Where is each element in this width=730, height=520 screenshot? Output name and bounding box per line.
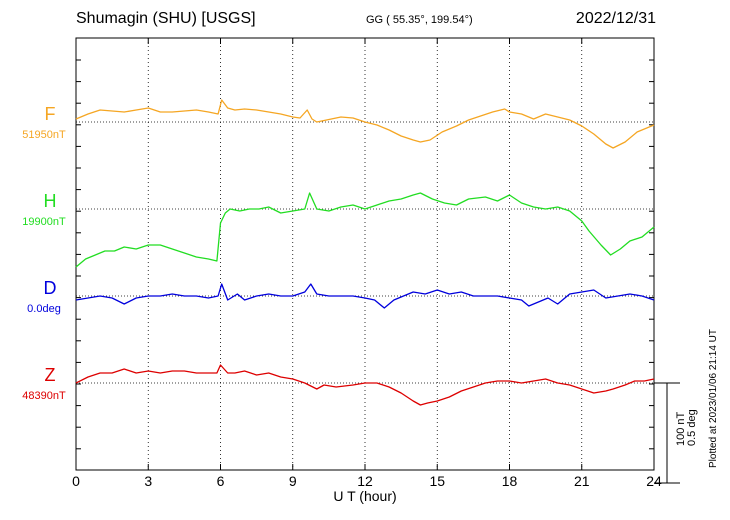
x-tick-label: 0 [72, 473, 80, 489]
x-tick-label: 9 [289, 473, 297, 489]
series-line-D [75, 283, 655, 309]
date-label: 2022/12/31 [575, 10, 656, 27]
channel-name-F: F [45, 104, 56, 124]
channel-baseline-F: 51950nT [22, 129, 66, 141]
scale-label-deg: 0.5 deg [686, 409, 698, 446]
plotted-note: Plotted at 2023/01/06 21:14 UT [708, 329, 719, 468]
channel-baseline-H: 19900nT [22, 216, 66, 228]
x-tick-label: 15 [429, 473, 445, 489]
channel-name-D: D [44, 278, 57, 298]
channel-baseline-D: 0.0deg [27, 303, 61, 315]
channel-name-H: H [44, 191, 57, 211]
scale-bar: 100 nT 0.5 deg [654, 382, 698, 484]
x-axis-label: U T (hour) [333, 488, 396, 504]
series-line-Z [75, 364, 655, 406]
x-tick-label: 6 [217, 473, 225, 489]
series-line-H [75, 192, 655, 268]
x-tick-label: 12 [357, 473, 373, 489]
x-tick-label: 3 [144, 473, 152, 489]
channel-baseline-Z: 48390nT [22, 390, 66, 402]
series-line-F [75, 99, 655, 149]
plot-frame [75, 37, 655, 471]
series-layer [75, 99, 655, 406]
channel-name-Z: Z [45, 365, 56, 385]
coordinates-label: GG ( 55.35°, 199.54°) [366, 14, 473, 26]
scale-label-nt: 100 nT [675, 411, 687, 446]
x-ticks: 0 3 6 9 12 15 18 21 24 [72, 38, 662, 489]
x-tick-label: 18 [502, 473, 518, 489]
x-tick-label: 24 [646, 473, 662, 489]
station-title: Shumagin (SHU) [USGS] [76, 10, 256, 27]
channel-labels: F 51950nT H 19900nT D 0.0deg Z 48390nT [22, 104, 66, 402]
x-tick-label: 21 [574, 473, 590, 489]
